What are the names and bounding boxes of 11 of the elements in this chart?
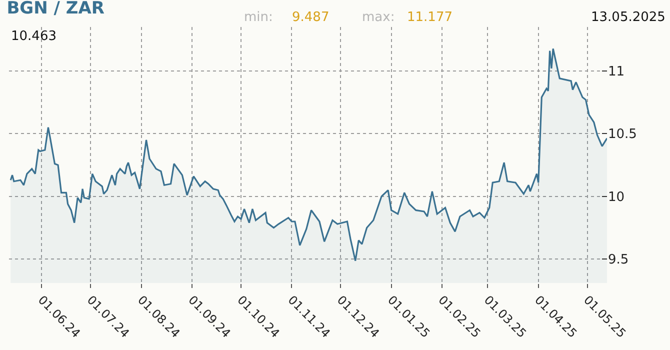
- text: min:: [244, 10, 273, 25]
- text: 13.05.2025: [591, 10, 666, 25]
- y-tick-label: 10.5: [608, 127, 637, 142]
- text: max:: [362, 10, 395, 25]
- annotation: 10.463: [11, 29, 56, 44]
- text: 9.487: [292, 10, 330, 25]
- text: 11.177: [407, 10, 452, 25]
- y-tick-label: 9.5: [608, 252, 629, 268]
- y-tick-label: 11: [608, 64, 625, 80]
- y-tick-label: 10: [608, 190, 625, 205]
- chart-title: BGN / ZAR: [6, 0, 104, 19]
